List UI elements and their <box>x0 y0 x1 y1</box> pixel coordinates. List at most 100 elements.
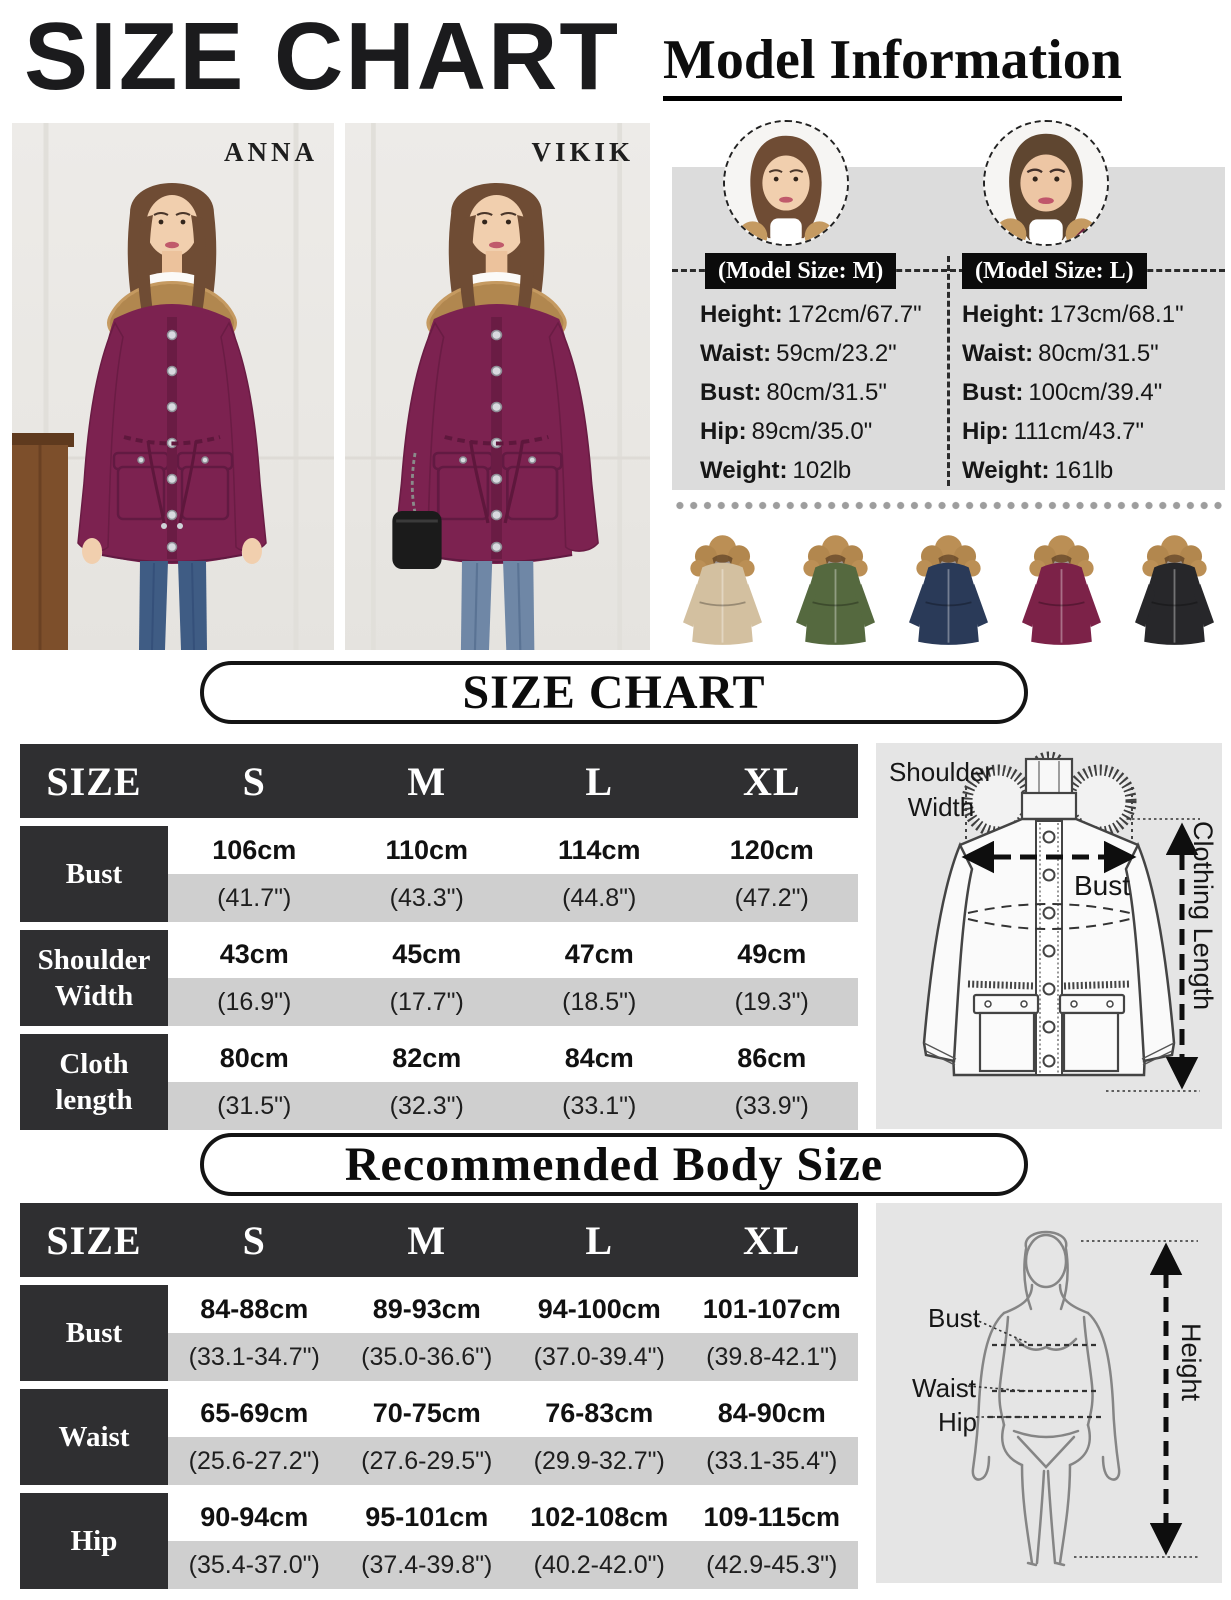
stat-value: 59cm/23.2" <box>776 340 897 367</box>
stat-bust: Bust: 100cm/39.4" <box>962 379 1184 407</box>
cm-value: 82cm <box>392 1042 462 1073</box>
inch-value: (17.7") <box>389 987 464 1016</box>
model-photo-anna: ANNA <box>12 123 334 650</box>
bust-label: Bust <box>928 1303 981 1333</box>
stat-value: 80cm/31.5" <box>1038 340 1159 367</box>
cm-value: 80cm <box>219 1042 289 1073</box>
size-chart-table: SIZE S M L XL Bust 106cm 110cm 114cm 120… <box>20 744 858 1130</box>
stat-height: Height: 173cm/68.1" <box>962 301 1184 329</box>
cm-value: 106cm <box>212 834 297 865</box>
height-label: Height <box>1176 1323 1207 1402</box>
stat-label: Waist: <box>700 340 772 367</box>
table-row-shoulder-width: Shoulder Width 43cm 45cm 47cm 49cm (16.9… <box>20 930 858 1026</box>
table-header-row: SIZE S M L XL <box>20 1203 858 1277</box>
stat-waist: Waist: 80cm/31.5" <box>962 340 1184 368</box>
stat-hip: Hip: 89cm/35.0" <box>700 418 922 446</box>
stat-label: Height: <box>962 301 1045 328</box>
size-chart-heading: SIZE CHART <box>200 661 1028 724</box>
table-row-cloth-length: Cloth length 80cm 82cm 84cm 86cm (31.5")… <box>20 1034 858 1130</box>
column-header: SIZE <box>46 1217 142 1263</box>
cm-value: 70-75cm <box>372 1397 481 1428</box>
clothing-length-label: Clothing Length <box>1188 821 1219 1011</box>
row-label: Waist <box>20 1389 168 1485</box>
avatar-face-illustration <box>985 122 1107 244</box>
inch-value: (33.9") <box>734 1091 809 1120</box>
body-measurement-diagram: Bust Waist Hip Height <box>876 1203 1222 1583</box>
cm-value: 109-115cm <box>703 1501 841 1532</box>
inch-value: (31.5") <box>217 1091 292 1120</box>
column-header: M <box>407 1217 447 1263</box>
model-stats-m: Height: 172cm/67.7" Waist: 59cm/23.2" Bust… <box>700 301 922 485</box>
inch-value: (25.6-27.2") <box>188 1446 320 1475</box>
stat-label: Bust: <box>700 379 762 406</box>
column-header: M <box>407 758 447 804</box>
row-label: Hip <box>20 1493 168 1589</box>
bust-label: Bust <box>1074 870 1131 901</box>
cm-value: 84-88cm <box>200 1293 309 1324</box>
stat-value: 111cm/43.7" <box>1013 418 1145 445</box>
cm-value: 86cm <box>737 1042 807 1073</box>
stat-weight: Weight: 102lb <box>700 457 922 485</box>
column-header: XL <box>742 1217 801 1263</box>
inch-value: (33.1") <box>562 1091 637 1120</box>
stat-value: 100cm/39.4" <box>1028 379 1163 406</box>
inch-value: (19.3") <box>734 987 809 1016</box>
row-label: Bust <box>20 1285 168 1381</box>
coat-line-art <box>922 751 1200 1092</box>
stat-weight: Weight: 161lb <box>962 457 1184 485</box>
cm-value: 65-69cm <box>200 1397 309 1428</box>
cm-value: 76-83cm <box>545 1397 654 1428</box>
coat-swatch-army-green <box>795 534 876 646</box>
stat-value: 161lb <box>1054 457 1114 484</box>
stat-label: Hip: <box>962 418 1009 445</box>
column-header: SIZE <box>46 758 142 804</box>
row-label: Cloth length <box>20 1034 168 1130</box>
stat-label: Weight: <box>962 457 1050 484</box>
inch-value: (32.3") <box>389 1091 464 1120</box>
stat-value: 89cm/35.0" <box>751 418 873 445</box>
inch-value: (37.0-39.4") <box>533 1342 665 1371</box>
inch-value: (44.8") <box>562 883 637 912</box>
inch-value: (27.6-29.5") <box>361 1446 493 1475</box>
coat-swatch-navy <box>908 534 989 646</box>
column-header: S <box>242 758 266 804</box>
inch-value: (39.8-42.1") <box>706 1342 838 1371</box>
stat-label: Bust: <box>962 379 1024 406</box>
stat-bust: Bust: 80cm/31.5" <box>700 379 922 407</box>
column-header: S <box>242 1217 266 1263</box>
coat-swatch-black <box>1134 534 1215 646</box>
inch-value: (18.5") <box>562 987 637 1016</box>
table-row-bust: Bust 106cm 110cm 114cm 120cm (41.7") (43… <box>20 826 858 922</box>
coat-swatch-khaki <box>682 534 763 646</box>
model-name-label: VIKIK <box>531 137 634 167</box>
cm-value: 114cm <box>557 834 641 865</box>
cm-value: 94-100cm <box>537 1293 661 1324</box>
stat-label: Height: <box>700 301 783 328</box>
cm-value: 45cm <box>392 938 462 969</box>
model-avatar-m <box>723 120 849 246</box>
table-header-row: SIZE S M L XL <box>20 744 858 818</box>
cm-value: 120cm <box>729 834 814 865</box>
stat-label: Weight: <box>700 457 788 484</box>
stat-value: 102lb <box>792 457 852 484</box>
model-photo-illustration <box>12 123 334 650</box>
table-row-hip: Hip 90-94cm 95-101cm 102-108cm 109-115cm… <box>20 1493 858 1589</box>
coat-measurement-diagram: Shoulder Width Bust Clothing Length <box>876 743 1222 1129</box>
stat-height: Height: 172cm/67.7" <box>700 301 922 329</box>
inch-value: (16.9") <box>217 987 292 1016</box>
inch-value: (33.1-35.4") <box>706 1446 838 1475</box>
stat-value: 80cm/31.5" <box>766 379 887 406</box>
model-photo-vikik: VIKIK <box>345 123 650 650</box>
table-row-bust: Bust 84-88cm 89-93cm 94-100cm 101-107cm … <box>20 1285 858 1381</box>
inch-value: (35.4-37.0") <box>188 1550 320 1579</box>
column-header: XL <box>742 758 801 804</box>
shoulder-width-label: Shoulder Width <box>888 757 994 823</box>
body-line-art <box>967 1230 1198 1567</box>
page-title: SIZE CHART <box>24 3 620 110</box>
body-size-table: SIZE S M L XL Bust 84-88cm 89-93cm 94-10… <box>20 1203 858 1589</box>
hip-label: Hip <box>938 1407 978 1437</box>
cm-value: 84cm <box>564 1042 634 1073</box>
dashed-divider-vertical <box>947 256 950 486</box>
cm-value: 84-90cm <box>717 1397 826 1428</box>
